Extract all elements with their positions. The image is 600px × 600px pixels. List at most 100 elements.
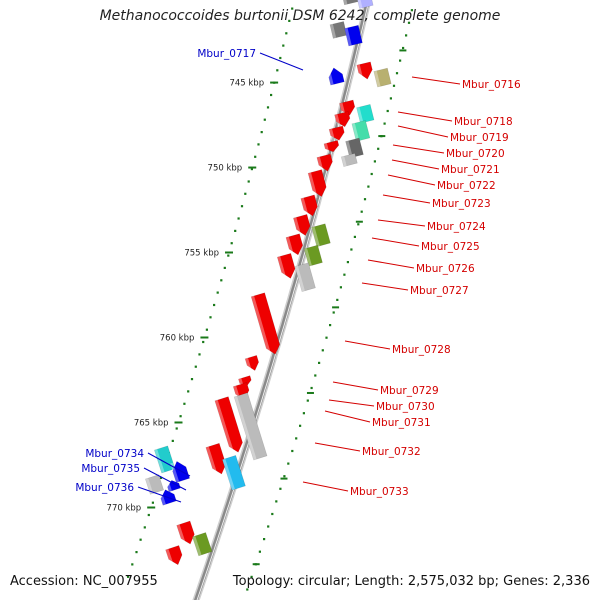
leader-mbur-0736 xyxy=(137,486,182,503)
feature-body xyxy=(300,194,318,217)
feature-body xyxy=(316,153,333,172)
topology-text: Topology: circular; Length: 2,575,032 bp… xyxy=(232,574,590,589)
feature-shine xyxy=(245,357,253,373)
scale-tick-label: 745 kbp xyxy=(229,79,264,89)
left-rail-dot xyxy=(135,551,138,554)
feature-shine xyxy=(355,0,363,9)
left-rail-dot xyxy=(127,575,130,578)
leader-mbur-0723 xyxy=(382,194,431,204)
feature-shine xyxy=(300,197,309,218)
left-rail-dot xyxy=(234,229,237,232)
left-rail-dot xyxy=(198,353,201,356)
right-rail-dot xyxy=(287,462,290,465)
left-rail-dot xyxy=(227,254,230,257)
leader-mbur-0735 xyxy=(143,467,187,491)
gene-feature-mbur-0736 xyxy=(144,474,165,495)
right-rail-dot xyxy=(258,550,261,553)
gene-feature xyxy=(205,442,227,477)
right-rail-dot xyxy=(310,386,313,390)
feature-body xyxy=(221,455,246,491)
right-rail-dot xyxy=(314,374,317,377)
feature-body xyxy=(176,520,195,545)
feature-shine xyxy=(373,70,381,88)
feature-body xyxy=(244,355,259,371)
gene-feature-mbur-0719 xyxy=(351,120,371,142)
leader-mbur-0717 xyxy=(259,52,304,71)
right-rail-dot xyxy=(329,324,332,327)
left-rail-dot xyxy=(230,242,233,245)
right-rail-dot xyxy=(302,412,305,415)
gene-labels: Mbur_0716 Mbur_0717 Mbur_0718 Mbur_0719 Mbur… xyxy=(75,48,521,498)
left-rail-dot xyxy=(190,378,194,381)
left-rail-dot xyxy=(282,44,285,47)
feature-body xyxy=(303,244,323,267)
feature-body xyxy=(311,223,331,248)
gene-feature-mbur-0722 xyxy=(316,153,333,174)
gene-label-mbur-0718: Mbur_0718 xyxy=(454,116,513,128)
leader-mbur-0726 xyxy=(367,259,415,269)
left-rail-dot xyxy=(151,501,154,504)
gene-feature-mbur-0728 xyxy=(250,292,281,357)
leader-mbur-0724 xyxy=(377,219,426,227)
gene-feature xyxy=(244,355,259,373)
gene-label-mbur-0722: Mbur_0722 xyxy=(437,180,496,192)
feature-shine xyxy=(176,524,187,547)
gene-label-mbur-0735: Mbur_0735 xyxy=(81,463,140,475)
left-rail-dot xyxy=(131,563,134,566)
feature-shine xyxy=(251,295,272,357)
right-rail-dot xyxy=(350,248,353,251)
feature-shine xyxy=(205,446,218,477)
leader-mbur-0730 xyxy=(328,399,375,407)
gene-feature xyxy=(329,21,348,39)
left-rail-dot xyxy=(171,439,174,442)
right-rail-dot xyxy=(275,500,278,503)
gene-label-mbur-0716: Mbur_0716 xyxy=(462,79,521,91)
gene-label-mbur-0729: Mbur_0729 xyxy=(380,385,439,397)
feature-shine xyxy=(145,478,154,495)
feature-body xyxy=(214,396,243,453)
gene-feature-mbur-0725 xyxy=(311,223,331,248)
feature-shine xyxy=(356,107,364,124)
feature-shine xyxy=(323,143,330,154)
feature-shine xyxy=(222,458,235,491)
left-rail-dot xyxy=(143,526,146,529)
feature-shine xyxy=(285,236,295,257)
gene-feature xyxy=(303,244,323,267)
scale-tick-label: 760 kbp xyxy=(160,334,195,344)
left-rail-dot xyxy=(244,192,247,195)
leader-mbur-0721 xyxy=(391,159,440,170)
feature-body xyxy=(355,0,374,9)
right-rail-dot xyxy=(405,34,408,37)
right-rail-dot xyxy=(363,198,367,201)
right-rail-dot xyxy=(343,273,346,276)
leader-mbur-0716 xyxy=(411,76,461,85)
leader-mbur-0718 xyxy=(397,111,453,122)
gene-feature-mbur-0720 xyxy=(345,137,364,159)
right-rail-dot xyxy=(246,588,249,591)
gene-feature-mbur-0716 xyxy=(356,61,373,81)
gene-feature-mbur-0732 xyxy=(233,392,268,461)
left-rail-dot xyxy=(175,427,178,430)
left-rail-dot xyxy=(139,538,142,541)
left-rail-dot xyxy=(209,316,212,319)
map-title: Methanococcoides burtonii DSM 6242, comp… xyxy=(99,8,501,24)
feature-body xyxy=(238,375,252,387)
gene-label-mbur-0731: Mbur_0731 xyxy=(372,417,431,429)
feature-body xyxy=(323,140,340,153)
gene-feature xyxy=(192,532,213,557)
gene-label-mbur-0724: Mbur_0724 xyxy=(427,221,486,233)
right-rail-dot xyxy=(386,109,389,113)
right-rail-dot xyxy=(383,122,386,125)
right-rail-dot xyxy=(353,235,356,238)
genome-backbone xyxy=(192,0,372,600)
gene-label-mbur-0726: Mbur_0726 xyxy=(416,263,475,275)
feature-shine xyxy=(316,156,324,174)
leader-mbur-0725 xyxy=(371,237,420,247)
left-rail-dot xyxy=(288,19,291,22)
gene-feature-mbur-0727 xyxy=(294,262,316,292)
gene-label-mbur-0719: Mbur_0719 xyxy=(450,132,509,144)
feature-shine xyxy=(293,217,302,238)
left-rail-dot xyxy=(194,365,197,368)
gene-label-mbur-0733: Mbur_0733 xyxy=(350,486,409,498)
feature-body xyxy=(250,292,281,355)
